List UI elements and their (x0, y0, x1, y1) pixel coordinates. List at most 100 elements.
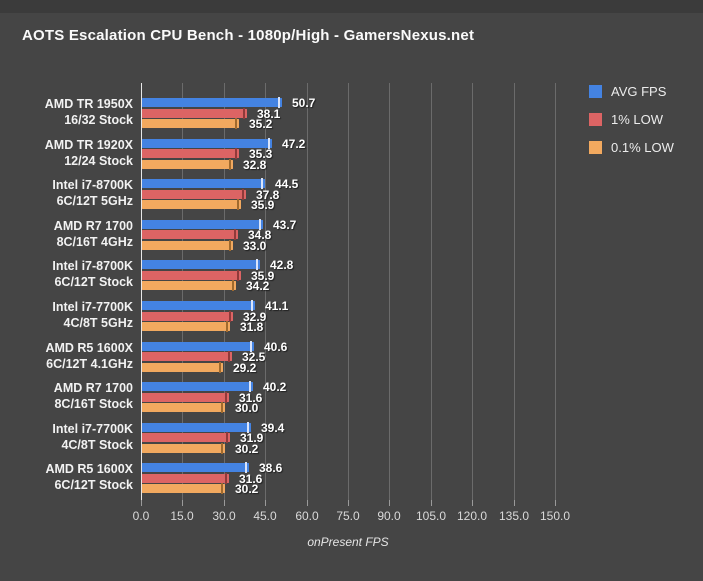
value-label-avg-fps: 39.4 (261, 421, 285, 435)
bar-01pct-low (142, 362, 223, 373)
x-axis-tickmark (514, 500, 515, 506)
bar-avg-fps (142, 97, 282, 108)
x-axis-tick-labels: 0.0 15.0 30.0 45.0 60.0 75.0 90.0 105.0 120.0 135… (0, 509, 703, 525)
category-label: AMD R5 1600X 6C/12T 4.1GHz (0, 340, 133, 372)
error-whisker (249, 381, 251, 392)
chart-title: AOTS Escalation CPU Bench - 1080p/High -… (22, 27, 475, 44)
error-whisker (247, 422, 249, 433)
error-whisker (219, 362, 221, 373)
x-tick-label: 105.0 (415, 509, 447, 523)
category-label: Intel i7-8700K 6C/12T Stock (0, 258, 133, 290)
value-label-avg-fps: 42.8 (270, 258, 294, 272)
category-label: Intel i7-8700K 6C/12T 5GHz (0, 177, 133, 209)
value-label-01pct-low: 30.2 (235, 482, 259, 496)
error-whisker (228, 351, 230, 362)
value-label-1pct-low: 35.9 (251, 269, 275, 283)
error-whisker (250, 341, 252, 352)
value-label-1pct-low: 34.8 (248, 228, 272, 242)
plot-area: 50.7 38.1 35.2 47.2 35.3 32.8 44.5 37.8 35.9 43.7… (141, 83, 556, 506)
error-whisker (251, 300, 253, 311)
error-whisker (229, 159, 231, 170)
bar-avg-fps (142, 341, 254, 352)
top-border-strip (0, 0, 703, 13)
category-name: AMD R5 1600X (45, 340, 133, 355)
error-whisker (243, 108, 245, 119)
error-whisker (237, 270, 239, 281)
error-whisker (261, 178, 263, 189)
legend: AVG FPS 1% LOW 0.1% LOW (589, 84, 674, 168)
category-label: AMD R7 1700 8C/16T Stock (0, 380, 133, 412)
x-axis-tickmark (389, 500, 390, 506)
gridline (224, 83, 225, 500)
value-label-avg-fps: 40.6 (264, 340, 288, 354)
bar-01pct-low (142, 118, 239, 129)
legend-label-1pct-low: 1% LOW (611, 111, 664, 127)
x-axis-tickmark (348, 500, 349, 506)
bar-1pct-low (142, 351, 232, 362)
bar-01pct-low (142, 483, 225, 494)
bar-avg-fps (142, 178, 265, 189)
gridline (472, 83, 473, 500)
legend-label-01pct-low: 0.1% LOW (611, 139, 674, 155)
category-label: AMD TR 1950X 16/32 Stock (0, 96, 133, 128)
01pct-low-swatch-icon (589, 140, 602, 154)
bar-1pct-low (142, 189, 246, 200)
category-config: 6C/12T Stock (54, 478, 133, 493)
category-label: AMD R5 1600X 6C/12T Stock (0, 461, 133, 493)
value-label-1pct-low: 32.5 (242, 350, 266, 364)
error-whisker (235, 148, 237, 159)
gridline (389, 83, 390, 500)
error-whisker (245, 462, 247, 473)
value-label-01pct-low: 30.2 (235, 442, 259, 456)
category-name: Intel i7-8700K (52, 259, 133, 274)
value-label-01pct-low: 34.2 (246, 279, 270, 293)
category-name: AMD R7 1700 (53, 218, 133, 233)
x-axis-title: onPresent FPS (307, 535, 389, 549)
x-axis-tickmark (555, 500, 556, 506)
x-tick-label: 75.0 (336, 509, 360, 523)
gridline (514, 83, 515, 500)
x-axis-tickmark (472, 500, 473, 506)
category-config: 6C/12T 5GHz (56, 194, 133, 209)
bar-avg-fps (142, 381, 253, 392)
value-label-avg-fps: 40.2 (263, 380, 287, 394)
x-tick-label: 120.0 (456, 509, 488, 523)
bar-01pct-low (142, 159, 233, 170)
bar-1pct-low (142, 270, 241, 281)
bar-avg-fps (142, 138, 272, 149)
x-tick-label: 15.0 (170, 509, 194, 523)
category-name: AMD R5 1600X (45, 462, 133, 477)
value-label-01pct-low: 35.2 (249, 117, 273, 131)
gridline (555, 83, 556, 500)
value-label-01pct-low: 30.0 (235, 401, 259, 415)
value-label-avg-fps: 44.5 (275, 177, 299, 191)
category-label: AMD R7 1700 8C/16T 4GHz (0, 218, 133, 250)
y-axis-line (141, 83, 142, 500)
value-label-01pct-low: 35.9 (251, 198, 275, 212)
error-whisker (229, 240, 231, 251)
bar-1pct-low (142, 311, 233, 322)
value-label-avg-fps: 47.2 (282, 137, 306, 151)
category-config: 8C/16T 4GHz (56, 234, 133, 249)
error-whisker (232, 280, 234, 291)
gridline (348, 83, 349, 500)
legend-label-avg-fps: AVG FPS (611, 83, 667, 99)
category-config: 12/24 Stock (64, 153, 133, 168)
value-label-1pct-low: 37.8 (256, 188, 280, 202)
gridline (265, 83, 266, 500)
category-config: 8C/16T Stock (54, 397, 133, 412)
bar-01pct-low (142, 199, 241, 210)
error-whisker (259, 219, 261, 230)
error-whisker (226, 321, 228, 332)
value-label-1pct-low: 31.9 (240, 431, 264, 445)
bar-1pct-low (142, 432, 230, 443)
error-whisker (225, 392, 227, 403)
value-label-01pct-low: 29.2 (233, 361, 257, 375)
x-tick-label: 90.0 (377, 509, 401, 523)
category-config: 4C/8T Stock (61, 437, 133, 452)
category-label: AMD TR 1920X 12/24 Stock (0, 137, 133, 169)
legend-item-01pct-low: 0.1% LOW (589, 139, 674, 155)
gridline (182, 83, 183, 500)
legend-item-1pct-low: 1% LOW (589, 111, 674, 127)
